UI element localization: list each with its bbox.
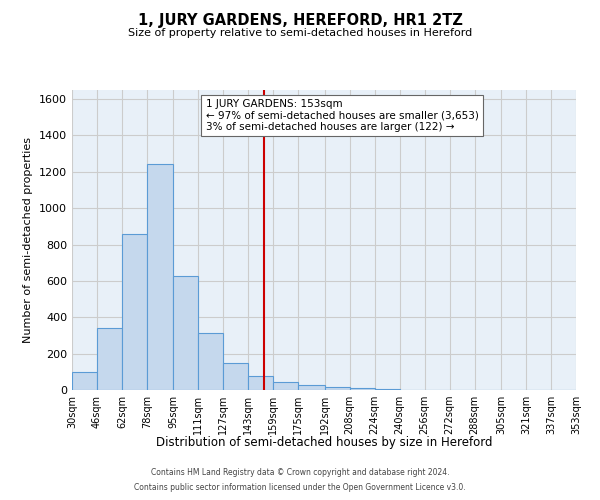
Text: 1, JURY GARDENS, HEREFORD, HR1 2TZ: 1, JURY GARDENS, HEREFORD, HR1 2TZ [137,12,463,28]
Bar [223,362,248,390]
Bar [199,332,223,390]
Bar [122,234,147,390]
Bar [147,164,173,390]
Bar [350,388,375,390]
Text: Contains HM Land Registry data © Crown copyright and database right 2024.: Contains HM Land Registry data © Crown c… [151,468,449,477]
Text: 1 JURY GARDENS: 153sqm
← 97% of semi-detached houses are smaller (3,653)
3% of s: 1 JURY GARDENS: 153sqm ← 97% of semi-det… [206,99,478,132]
Text: Size of property relative to semi-detached houses in Hereford: Size of property relative to semi-detach… [128,28,472,38]
Bar [72,372,97,390]
Bar [298,386,325,390]
Text: Contains public sector information licensed under the Open Government Licence v3: Contains public sector information licen… [134,483,466,492]
Bar [375,389,400,390]
Bar [173,276,199,390]
Y-axis label: Number of semi-detached properties: Number of semi-detached properties [23,137,34,343]
Bar [97,328,122,390]
Bar [325,388,350,390]
Bar [273,382,298,390]
Bar [248,376,273,390]
Text: Distribution of semi-detached houses by size in Hereford: Distribution of semi-detached houses by … [156,436,492,449]
